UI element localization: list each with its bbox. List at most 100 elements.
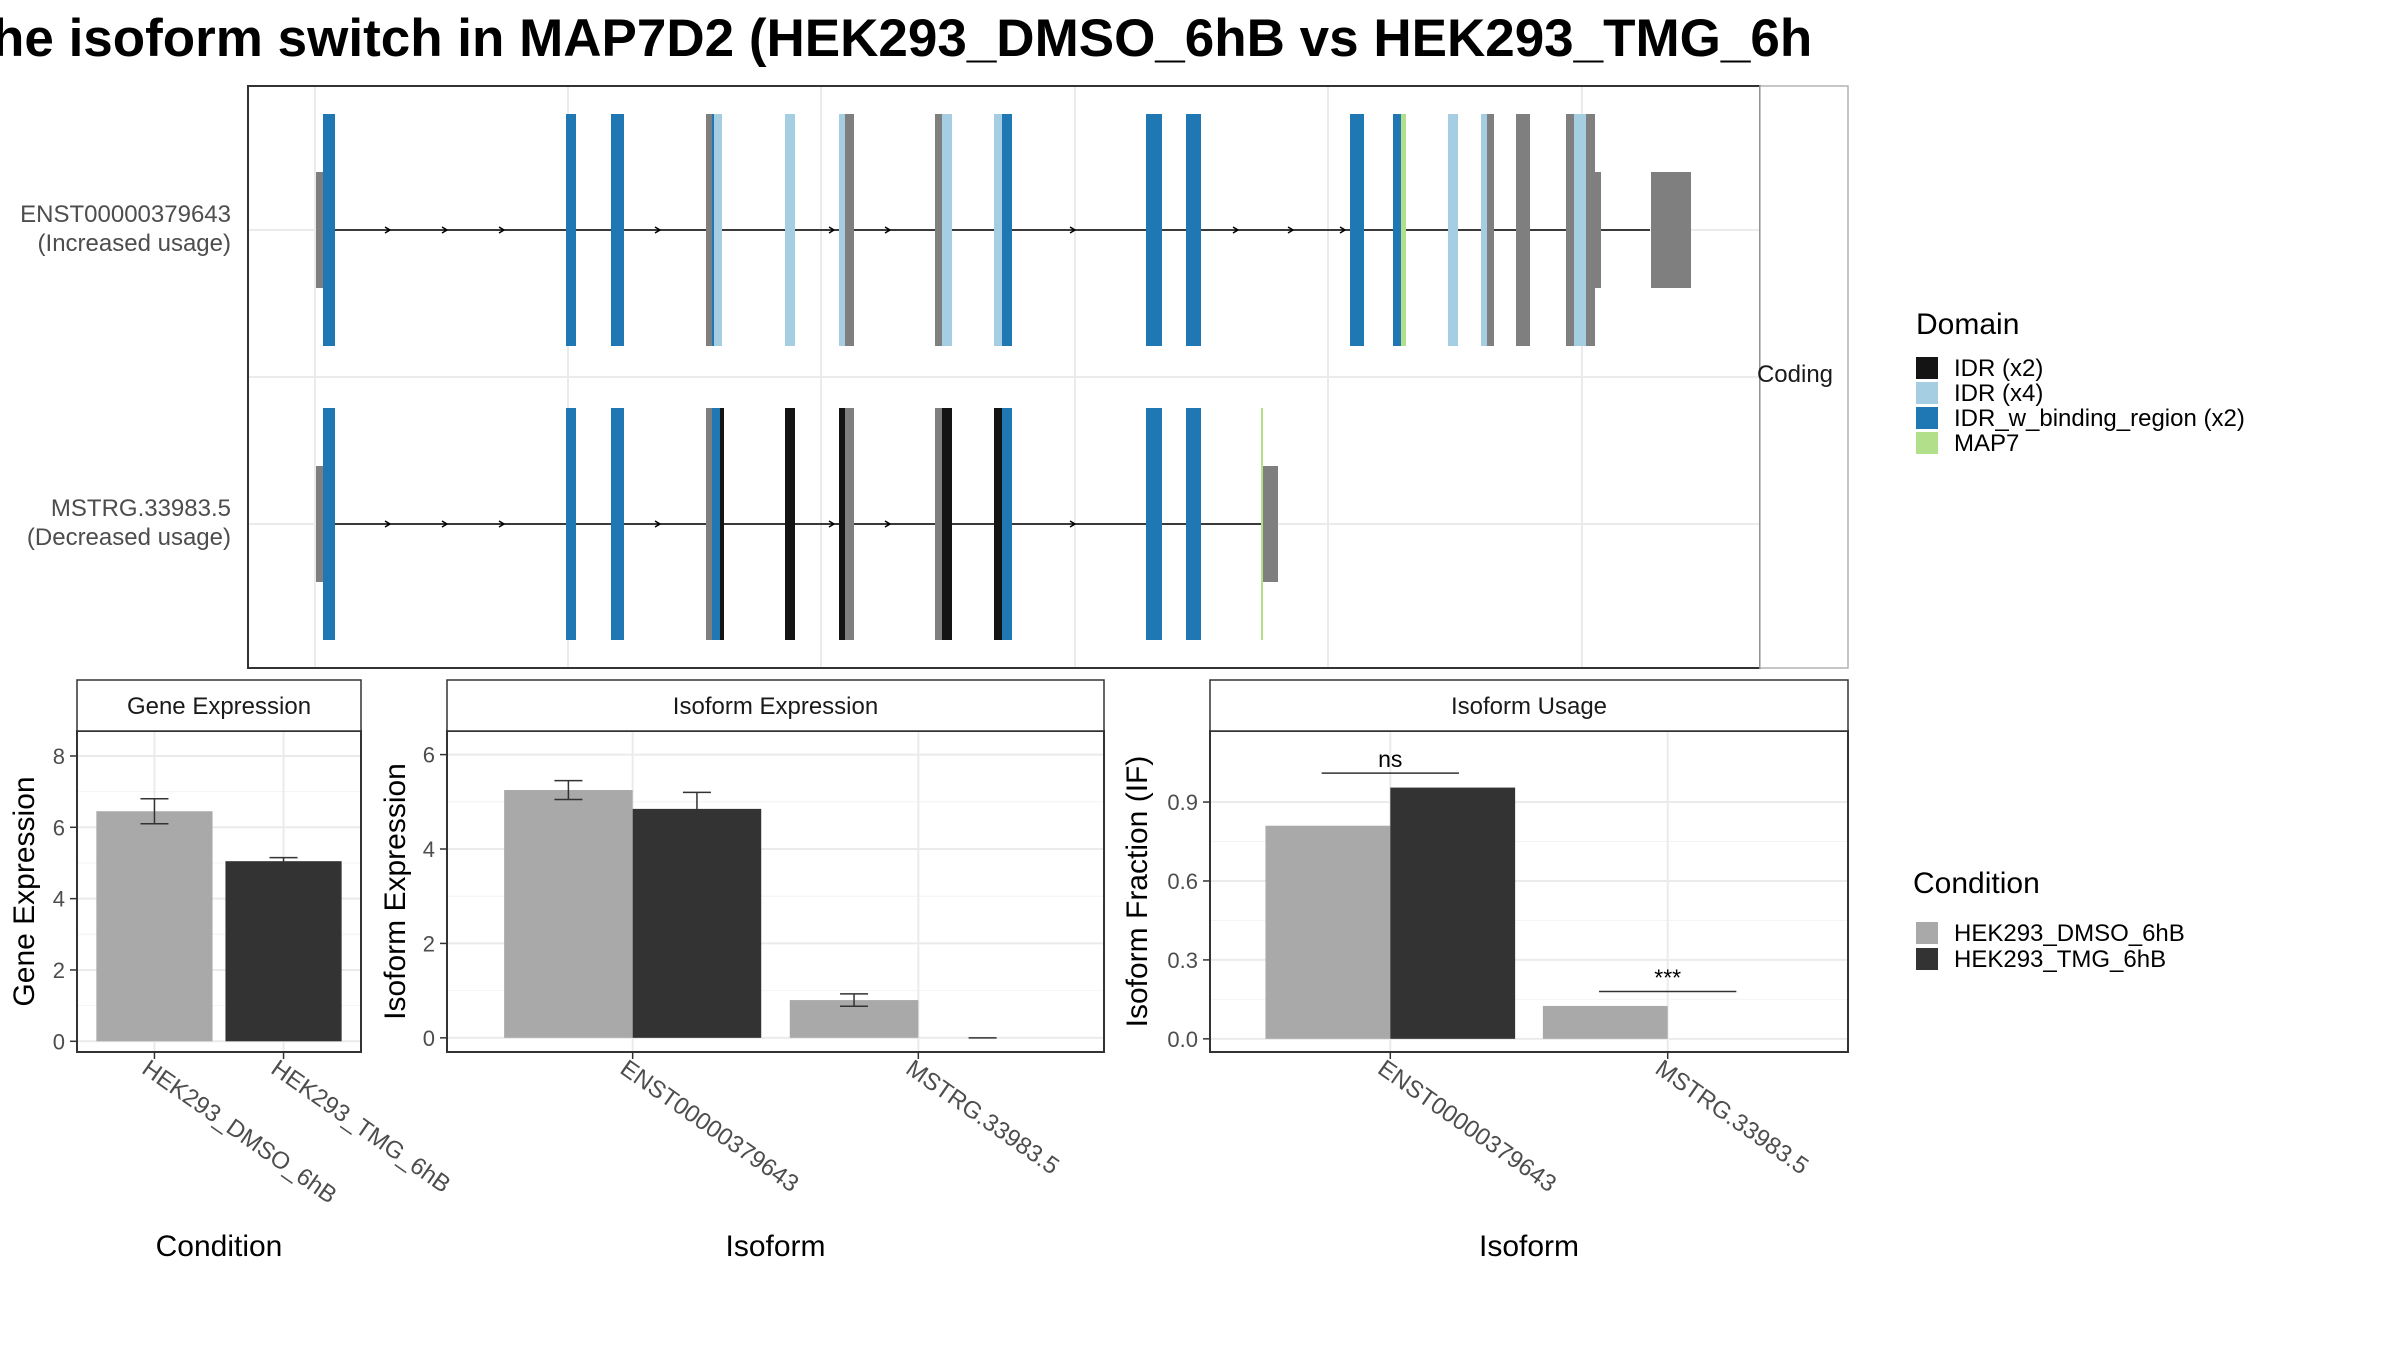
domain-segment [720,408,724,640]
domain-segment [1448,114,1458,346]
y-tick-label: 0.0 [1167,1027,1198,1052]
domain-segment [1393,114,1401,346]
transcript-track-2 [316,408,1278,640]
domain-segment [1146,114,1162,346]
exon-segment [706,114,712,346]
structure-strip-label: Coding [1757,361,1833,388]
exon-segment [1566,114,1574,346]
panel-title: Isoform Usage [1451,693,1607,720]
domain-segment [611,114,624,346]
bar [225,861,342,1042]
domain-segment [994,408,1002,640]
domain-segment [994,114,1002,346]
strand-arrow [498,226,506,234]
domain-segment [323,408,335,640]
strand-arrow [498,520,506,528]
legend-key [1916,357,1938,379]
strand-arrow [884,226,892,234]
strand-arrow [828,520,836,528]
panel-strip [446,679,1105,732]
y-tick-label: 6 [423,743,435,768]
bar [632,808,762,1038]
structure-strip [1759,85,1849,669]
y-tick-label: 0 [53,1029,65,1054]
exon-segment [316,466,324,582]
y-tick-label: 2 [423,931,435,956]
strand-arrow [1287,226,1295,234]
error-bar [682,791,711,827]
exon-segment [1595,172,1601,288]
x-axis-title: Isoform [725,1230,825,1263]
transcript-usage-note: (Increased usage) [38,230,231,257]
y-tick-label: 6 [53,815,65,840]
panel-isoform-expression: Isoform Expression 0 2 4 6 ENST00000379643 MST… [379,679,1105,1263]
bar [1542,1005,1668,1039]
transcript-track-1 [316,114,1691,346]
y-axis-title: Gene Expression [8,776,41,1006]
panel-strip [76,679,362,732]
panel-isoform-usage: ns *** Isoform Usage 0.0 0.3 0.6 0.9 ENST000003… [1121,679,1849,1263]
domain-segment [712,408,720,640]
exon-segment [1586,114,1595,346]
domain-segment [323,114,335,346]
bar-chart-panels: Gene Expression02468HEK293_DMSO_6hBHEK29… [8,679,1849,1263]
strand-arrow [384,520,392,528]
y-tick-label: 4 [423,837,435,862]
panel-title: Isoform Expression [673,693,878,720]
exon-segment [706,408,712,640]
condition-legend-title: Condition [1913,867,2040,900]
significance-label: ns [1378,746,1402,772]
y-tick-label: 4 [53,887,65,912]
exon-segment [845,114,854,346]
strand-arrow [884,520,892,528]
domain-segment [1186,114,1201,346]
legend-key [1916,922,1938,944]
domain-segment [1350,114,1364,346]
domain-segment [785,408,795,640]
exon-segment [1651,172,1691,288]
significance-label: *** [1654,964,1681,990]
legend-label: IDR_w_binding_region (x2) [1954,405,2245,432]
panel-gene-expression: Gene Expression02468HEK293_DMSO_6hBHEK29… [8,679,455,1263]
bar [504,790,633,1038]
domain-segment [1574,114,1586,346]
legend-label: HEK293_TMG_6hB [1954,946,2166,973]
exon-segment [316,172,324,288]
domain-segment [1002,114,1012,346]
legend-key [1916,382,1938,404]
transcript-label: MSTRG.33983.5 [51,495,231,522]
legend-label: MAP7 [1954,430,2019,457]
domain-segment [942,408,952,640]
figure-title: he isoform switch in MAP7D2 (HEK293_DMSO… [0,9,1812,68]
legend-label: IDR (x2) [1954,355,2043,382]
domain-segment [566,114,576,346]
legend-label: HEK293_DMSO_6hB [1954,920,2185,947]
domain-segment [839,408,845,640]
strand-arrow [654,520,662,528]
strand-arrow [1069,520,1077,528]
legend-key [1916,432,1938,454]
error-bar [554,779,583,801]
domain-segment [611,408,624,640]
exon-segment [1487,114,1494,346]
domain-segment [1261,408,1263,640]
x-tick-label: ENST00000379643 [615,1055,803,1198]
domain-segment [566,408,576,640]
error-bar [840,993,869,1007]
bar [1390,787,1516,1039]
domain-segment [1401,114,1406,346]
legend-key [1916,407,1938,429]
transcript-usage-note: (Decreased usage) [27,524,231,551]
domain-segment [1002,408,1012,640]
x-axis-title: Isoform [1479,1230,1579,1263]
x-tick-label: MSTRG.33983.5 [901,1055,1064,1180]
exon-segment [845,408,854,640]
x-tick-label: MSTRG.33983.5 [1650,1055,1813,1180]
domain-segment [839,114,845,346]
bar [96,811,213,1042]
strand-arrow [1232,226,1240,234]
panel-strip [1209,679,1849,732]
strand-arrow [1339,226,1347,234]
